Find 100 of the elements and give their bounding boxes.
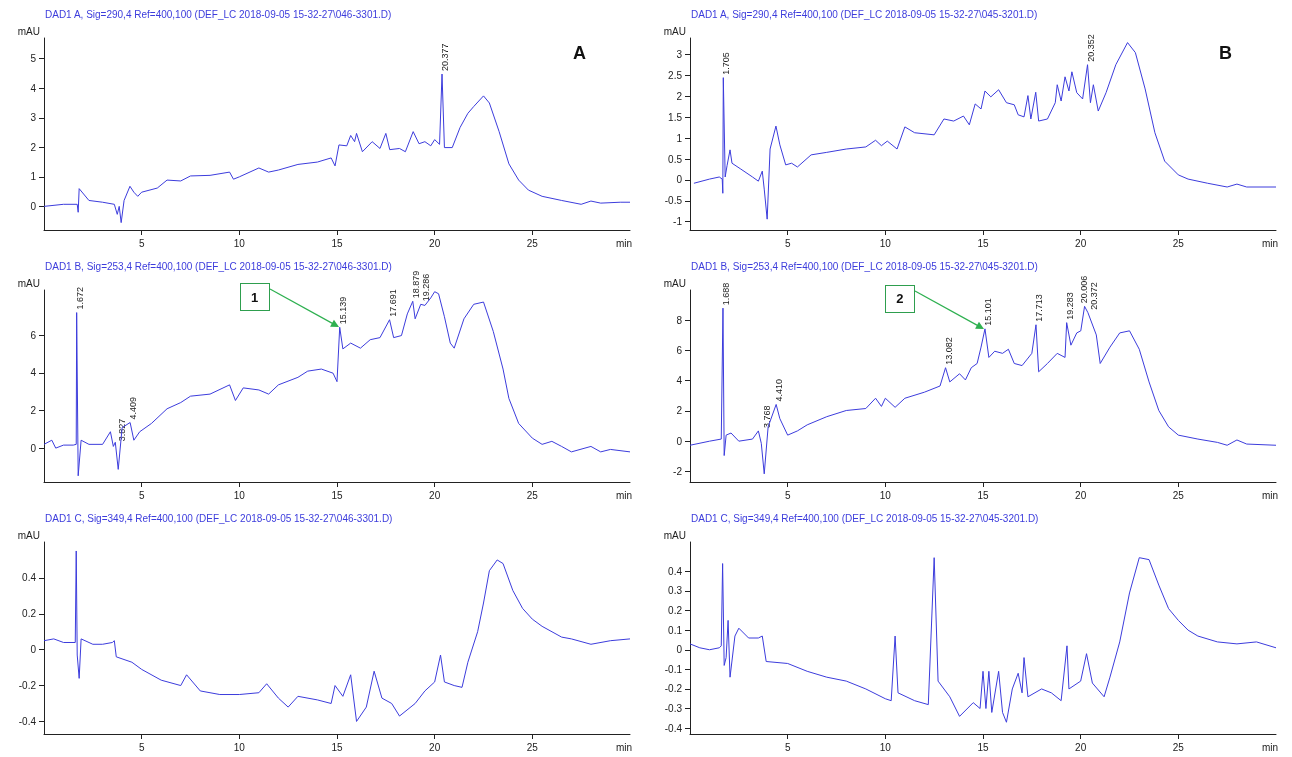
y-tick-label: 6: [676, 344, 683, 356]
y-axis-title: mAU: [17, 25, 40, 37]
y-tick-label: 1: [676, 132, 683, 144]
x-axis-title: min: [616, 489, 633, 501]
annotation: 20.006: [1078, 275, 1089, 304]
y-tick-label: 5: [30, 53, 37, 65]
y-tick-label: 0: [30, 644, 37, 656]
y-tick-label: 0: [676, 644, 683, 656]
y-tick-label: 6: [30, 329, 37, 341]
x-tick-label: 20: [1075, 237, 1087, 249]
y-tick-label: 0.4: [668, 565, 683, 577]
y-tick-label: 0.1: [668, 624, 683, 636]
y-tick-label: -0.4: [664, 722, 683, 734]
annotation: 18.879: [410, 270, 421, 299]
line-series: [43, 550, 631, 722]
annotation: 1.672: [74, 287, 85, 310]
x-tick-label: 25: [526, 489, 539, 501]
y-tick-label: -0.1: [664, 663, 683, 675]
x-tick-label: 15: [977, 237, 989, 249]
x-tick-label: 15: [331, 741, 343, 753]
annotation: 19.286: [420, 273, 431, 302]
annotation: 1.688: [720, 282, 731, 306]
y-tick-label: 3: [676, 49, 683, 61]
chart-title: DAD1 C, Sig=349,4 Ref=400,100 (DEF_LC 2018-09-05 15-32-27\046-3301.D): [45, 512, 393, 524]
x-tick-label: 5: [784, 489, 791, 501]
x-tick-label: 10: [233, 489, 246, 501]
x-tick-label: 15: [331, 489, 343, 501]
y-tick-label: 0.2: [668, 605, 683, 617]
chart-title: DAD1 C, Sig=349,4 Ref=400,100 (DEF_LC 2018-09-05 15-32-27\045-3201.D): [691, 512, 1039, 524]
y-tick-label: 0: [676, 174, 683, 186]
annotation: 1: [239, 283, 270, 312]
annotation: 4.409: [128, 396, 139, 420]
x-tick-label: 25: [1172, 741, 1185, 753]
x-tick-label: 25: [1172, 489, 1185, 501]
y-axis-title: mAU: [17, 529, 40, 541]
y-tick-label: -0.2: [18, 680, 37, 692]
chart-title: DAD1 B, Sig=253,4 Ref=400,100 (DEF_LC 2018-09-05 15-32-27\045-3201.D): [691, 260, 1038, 272]
annotation: B: [1219, 43, 1232, 63]
x-tick-label: 5: [138, 489, 145, 501]
y-tick-label: 8: [676, 314, 683, 326]
annotation: 3.827: [116, 418, 127, 442]
y-tick-label: -2: [673, 465, 683, 477]
annotation: 1.705: [721, 52, 732, 75]
annotation: 4.410: [774, 378, 785, 402]
x-tick-label: 15: [977, 741, 989, 753]
x-tick-label: 10: [879, 237, 892, 249]
y-tick-label: 3: [30, 112, 37, 124]
y-tick-label: 0.5: [668, 153, 683, 165]
x-tick-label: 25: [1172, 237, 1185, 249]
y-tick-label: -0.2: [664, 683, 683, 695]
x-tick-label: 5: [784, 741, 791, 753]
y-tick-label: 0.3: [668, 585, 683, 597]
annotation: 20.372: [1088, 282, 1099, 310]
y-tick-label: 0: [30, 200, 37, 212]
y-axis-title: mAU: [663, 25, 686, 37]
x-tick-label: 20: [429, 237, 441, 249]
x-tick-label: 25: [526, 741, 539, 753]
y-tick-label: 1.5: [668, 111, 683, 123]
x-tick-label: 15: [331, 237, 343, 249]
y-tick-label: 0.4: [22, 572, 37, 584]
annotation: 17.713: [1033, 294, 1044, 322]
y-axis-title: mAU: [17, 277, 40, 289]
y-tick-label: 2.5: [668, 70, 683, 82]
chart-title: DAD1 B, Sig=253,4 Ref=400,100 (DEF_LC 2018-09-05 15-32-27\046-3301.D): [45, 260, 392, 272]
x-axis-title: min: [1262, 489, 1279, 501]
y-tick-label: 0: [676, 435, 683, 447]
annotation: 20.352: [1085, 34, 1096, 62]
annotation: 13.082: [943, 337, 954, 365]
x-axis-title: min: [616, 237, 633, 249]
x-tick-label: 10: [233, 237, 246, 249]
chart-title: DAD1 A, Sig=290,4 Ref=400,100 (DEF_LC 2018-09-05 15-32-27\045-3201.D): [691, 8, 1038, 20]
y-tick-label: 0.2: [22, 608, 37, 620]
line-series: [689, 557, 1277, 723]
y-tick-label: 1: [30, 171, 37, 183]
line-series: [43, 73, 631, 224]
x-axis-title: min: [616, 741, 633, 753]
x-tick-label: 5: [138, 237, 145, 249]
x-tick-label: 10: [879, 741, 892, 753]
annotation: 2: [884, 284, 915, 313]
chart-title: DAD1 A, Sig=290,4 Ref=400,100 (DEF_LC 2018-09-05 15-32-27\046-3301.D): [45, 8, 392, 20]
x-tick-label: 20: [429, 741, 441, 753]
y-tick-label: -0.5: [664, 195, 683, 207]
y-tick-label: 4: [30, 82, 37, 94]
annotation: 17.691: [387, 289, 398, 317]
annotation: 15.139: [337, 296, 348, 325]
x-tick-label: 10: [233, 741, 246, 753]
annotation: 3.768: [761, 405, 772, 428]
x-axis-title: min: [1262, 237, 1279, 249]
y-tick-label: -1: [673, 216, 683, 228]
y-tick-label: 2: [676, 90, 683, 102]
x-tick-label: 25: [526, 237, 539, 249]
x-tick-label: 20: [429, 489, 441, 501]
x-axis-title: min: [1262, 741, 1279, 753]
x-tick-label: 5: [784, 237, 791, 249]
y-axis-title: mAU: [663, 529, 686, 541]
annotation: 19.283: [1064, 292, 1075, 320]
x-tick-label: 20: [1075, 741, 1087, 753]
y-tick-label: 4: [30, 367, 37, 379]
annotation: A: [573, 43, 586, 63]
x-tick-label: 20: [1075, 489, 1087, 501]
